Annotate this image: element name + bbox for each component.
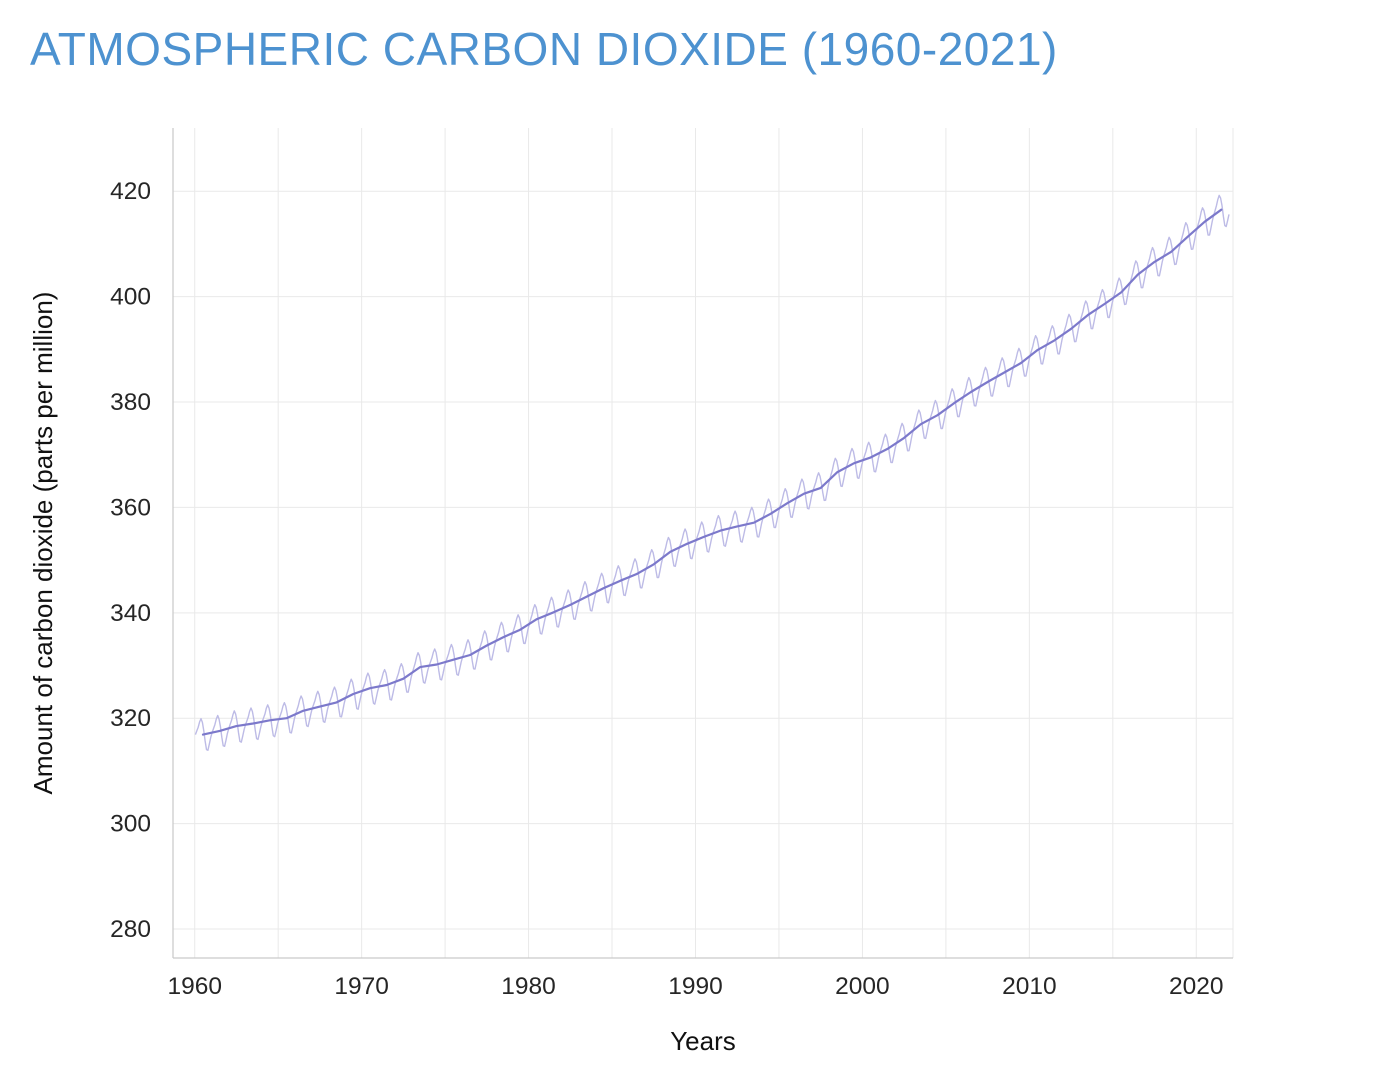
y-tick-label: 360 [110, 494, 151, 521]
y-tick-label: 320 [110, 705, 151, 732]
x-axis-title: Years [670, 1026, 736, 1056]
x-tick-label: 1970 [334, 973, 389, 1000]
x-tick-label: 1960 [167, 973, 222, 1000]
y-tick-label: 300 [110, 811, 151, 838]
y-tick-label: 420 [110, 178, 151, 205]
y-tick-label: 280 [110, 916, 151, 943]
trend-co2-line [201, 208, 1223, 736]
chart-title: ATMOSPHERIC CARBON DIOXIDE (1960-2021) [30, 23, 1058, 75]
y-axis-title: Amount of carbon dioxide (parts per mill… [28, 292, 58, 795]
seasonal-co2-line [194, 194, 1230, 751]
x-tick-label: 1990 [668, 973, 723, 1000]
y-tick-label: 380 [110, 389, 151, 416]
x-tick-label: 2020 [1169, 973, 1224, 1000]
y-tick-label: 400 [110, 284, 151, 311]
x-tick-label: 2010 [1002, 973, 1057, 1000]
x-tick-label: 1980 [501, 973, 556, 1000]
y-tick-label: 340 [110, 600, 151, 627]
x-tick-label: 2000 [835, 973, 890, 1000]
